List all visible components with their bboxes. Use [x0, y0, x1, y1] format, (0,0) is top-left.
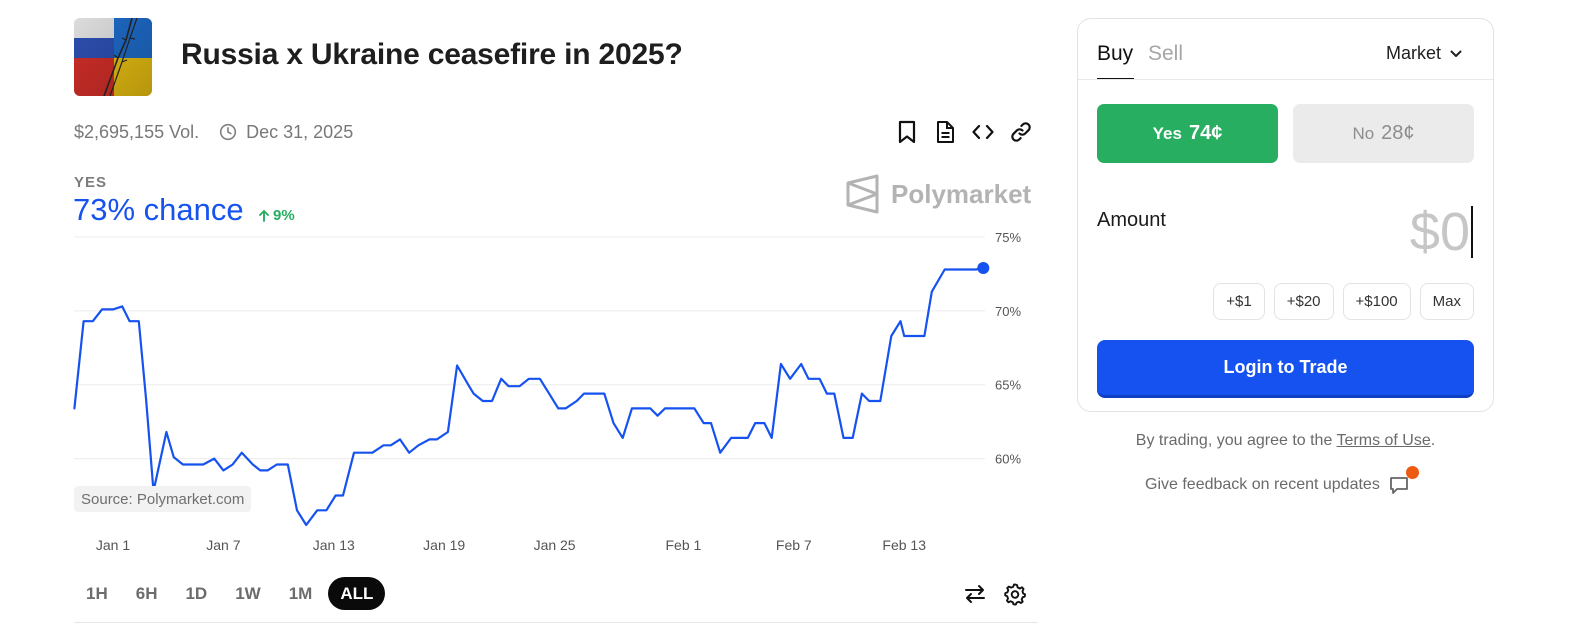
y-tick-label: 65% [995, 378, 1021, 393]
yes-label: Yes [1152, 123, 1182, 143]
price-chart: 60% 65% 70% 75% Jan 1 Jan 7 Jan 13 Jan 19 Jan 2… [73, 230, 1021, 553]
market-actions [895, 119, 1033, 145]
x-tick-label: Jan 7 [206, 537, 240, 553]
x-tick-label: Feb 13 [882, 537, 926, 553]
order-type-label: Market [1386, 43, 1442, 63]
y-tick-label: 75% [995, 230, 1021, 245]
x-tick-label: Jan 25 [534, 537, 576, 553]
tab-divider [1078, 79, 1493, 80]
y-tick-label: 60% [995, 452, 1021, 467]
yes-price: 74¢ [1188, 122, 1223, 144]
polymarket-logo-icon [846, 174, 879, 214]
max-button[interactable]: Max [1419, 283, 1474, 320]
add-1-button[interactable]: +$1 [1213, 283, 1265, 320]
settings-icon[interactable] [1003, 582, 1027, 606]
add-100-button[interactable]: +$100 [1342, 283, 1411, 320]
login-to-trade-button[interactable]: Login to Trade [1097, 340, 1474, 398]
terms-link[interactable]: Terms of Use [1336, 432, 1431, 449]
x-tick-label: Jan 19 [423, 537, 465, 553]
latest-point [977, 262, 990, 275]
chart-tools [963, 582, 1027, 606]
chance-value: 73% chance [73, 192, 244, 227]
no-price: 28¢ [1381, 122, 1415, 144]
quick-amounts: +$1 +$20 +$100 Max [1213, 283, 1474, 320]
link-icon[interactable] [1009, 119, 1033, 145]
range-1w[interactable]: 1W [235, 583, 261, 603]
amount-label: Amount [1097, 209, 1166, 231]
document-icon[interactable] [933, 119, 957, 145]
amount-input[interactable]: $0 [1410, 202, 1473, 262]
polymarket-watermark: Polymarket [845, 174, 1031, 214]
clock-icon [219, 123, 237, 141]
order-type-dropdown[interactable]: Market [1386, 43, 1462, 64]
text-caret [1471, 206, 1473, 258]
range-6h[interactable]: 6H [135, 583, 158, 603]
add-20-button[interactable]: +$20 [1273, 283, 1334, 320]
change-value: 9% [273, 207, 295, 224]
market-thumbnail [74, 18, 152, 96]
terms-notice: By trading, you agree to the Terms of Us… [1077, 432, 1494, 450]
range-1h[interactable]: 1H [86, 583, 108, 603]
range-1m[interactable]: 1M [288, 583, 313, 603]
feedback-link[interactable]: Give feedback on recent updates [1145, 466, 1419, 496]
trade-panel: Buy Sell Market Yes 74¢ No 28¢ Amount $0… [1077, 18, 1494, 412]
y-tick-label: 70% [995, 304, 1021, 319]
watermark-text: Polymarket [891, 178, 1032, 209]
tab-buy[interactable]: Buy [1097, 42, 1134, 65]
x-tick-label: Jan 13 [313, 537, 355, 553]
tab-sell[interactable]: Sell [1148, 42, 1184, 65]
change-badge: 9% [258, 207, 295, 224]
volume-text: $2,695,155 Vol. [74, 121, 200, 142]
feedback-text: Give feedback on recent updates [1145, 476, 1380, 493]
flag-thumbnail [74, 18, 152, 96]
market-meta: $2,695,155 Vol. Dec 31, 2025 [74, 121, 353, 143]
terms-suffix: . [1430, 432, 1436, 449]
amount-value: $0 [1409, 202, 1470, 262]
range-all[interactable]: ALL [328, 577, 386, 610]
terms-prefix: By trading, you agree to the [1135, 432, 1337, 449]
time-range-selector: 1H 6H 1D 1W 1M ALL [74, 577, 386, 610]
no-label: No [1352, 123, 1375, 143]
no-button[interactable]: No 28¢ [1293, 104, 1474, 163]
end-date: Dec 31, 2025 [246, 121, 354, 142]
chevron-down-icon [1450, 50, 1462, 57]
x-tick-label: Feb 7 [776, 537, 812, 553]
x-tick-label: Feb 1 [665, 537, 701, 553]
x-tick-label: Jan 1 [96, 537, 130, 553]
swap-icon[interactable] [963, 582, 987, 606]
code-icon[interactable] [971, 119, 995, 145]
arrow-up-icon [259, 210, 269, 222]
range-1d[interactable]: 1D [185, 583, 208, 603]
market-title: Russia x Ukraine ceasefire in 2025? [181, 38, 683, 71]
outcome-label: YES [74, 174, 108, 191]
chat-icon [1388, 466, 1419, 496]
source-badge: Source: Polymarket.com [74, 486, 252, 512]
bookmark-icon[interactable] [895, 119, 919, 145]
chart-divider [74, 622, 1038, 623]
yes-button[interactable]: Yes 74¢ [1097, 104, 1278, 163]
notification-dot [1405, 466, 1419, 479]
